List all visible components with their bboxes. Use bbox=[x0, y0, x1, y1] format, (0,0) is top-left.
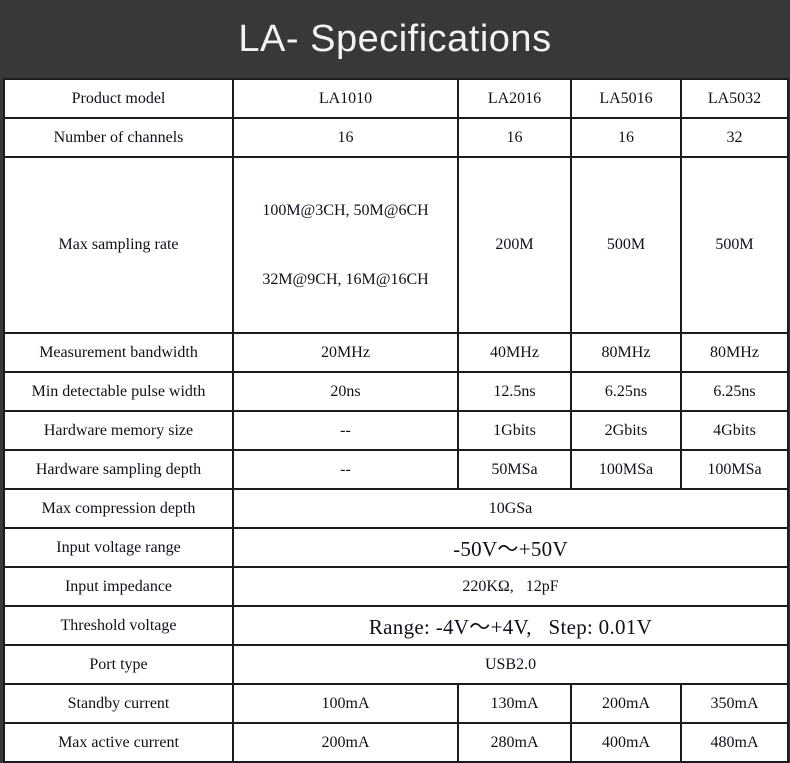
spec-table: Product model LA1010 LA2016 LA5016 LA503… bbox=[3, 78, 789, 763]
spec-value: 1Gbits bbox=[457, 410, 572, 451]
page-title: LA- Specifications bbox=[238, 17, 552, 60]
spec-value: 100MSa bbox=[680, 449, 789, 490]
spec-value: -- bbox=[232, 449, 459, 490]
table-row-product-model: Product model LA1010 LA2016 LA5016 LA503… bbox=[3, 78, 789, 119]
spec-value: 80MHz bbox=[680, 332, 789, 373]
spec-label: Measurement bandwidth bbox=[3, 332, 234, 373]
spec-value: 500M bbox=[680, 156, 789, 334]
spec-value: 16 bbox=[457, 117, 572, 158]
spec-value: 4Gbits bbox=[680, 410, 789, 451]
spec-value: 200mA bbox=[570, 683, 682, 724]
spec-value: 280mA bbox=[457, 722, 572, 763]
spec-value: 20MHz bbox=[232, 332, 459, 373]
spec-label: Product model bbox=[3, 78, 234, 119]
table-row-impedance: Input impedance 220KΩ, 12pF bbox=[3, 566, 789, 607]
spec-value: 50MSa bbox=[457, 449, 572, 490]
spec-value: 100MSa bbox=[570, 449, 682, 490]
spec-label: Threshold voltage bbox=[3, 605, 234, 646]
spec-label: Min detectable pulse width bbox=[3, 371, 234, 412]
spec-value: 16 bbox=[570, 117, 682, 158]
spec-value: LA1010 bbox=[232, 78, 459, 119]
table-row-sampling-depth: Hardware sampling depth -- 50MSa 100MSa … bbox=[3, 449, 789, 490]
spec-value: 200M bbox=[457, 156, 572, 334]
spec-label: Max compression depth bbox=[3, 488, 234, 529]
spec-value: 100M@3CH, 50M@6CH 32M@9CH, 16M@16CH bbox=[232, 156, 459, 334]
table-row-standby-current: Standby current 100mA 130mA 200mA 350mA bbox=[3, 683, 789, 724]
spec-value: 6.25ns bbox=[570, 371, 682, 412]
table-row-memory-size: Hardware memory size -- 1Gbits 2Gbits 4G… bbox=[3, 410, 789, 451]
table-row-threshold-voltage: Threshold voltage Range: -4V～+4V, Step: … bbox=[3, 605, 789, 646]
spec-label: Hardware memory size bbox=[3, 410, 234, 451]
spec-value-span: USB2.0 bbox=[232, 644, 789, 685]
spec-value: 32 bbox=[680, 117, 789, 158]
spec-value: 100mA bbox=[232, 683, 459, 724]
spec-value: 130mA bbox=[457, 683, 572, 724]
spec-value-span: 10GSa bbox=[232, 488, 789, 529]
table-row-pulse-width: Min detectable pulse width 20ns 12.5ns 6… bbox=[3, 371, 789, 412]
spec-value: 40MHz bbox=[457, 332, 572, 373]
spec-value: 400mA bbox=[570, 722, 682, 763]
spec-label: Input impedance bbox=[3, 566, 234, 607]
sampling-rate-line-2: 32M@9CH, 16M@16CH bbox=[262, 271, 429, 288]
spec-value: LA2016 bbox=[457, 78, 572, 119]
spec-value-span: Range: -4V～+4V, Step: 0.01V bbox=[232, 605, 789, 646]
spec-value: 20ns bbox=[232, 371, 459, 412]
spec-value: 12.5ns bbox=[457, 371, 572, 412]
spec-value: 2Gbits bbox=[570, 410, 682, 451]
sampling-rate-line-1: 100M@3CH, 50M@6CH bbox=[262, 202, 429, 219]
spec-label: Input voltage range bbox=[3, 527, 234, 568]
table-row-active-current: Max active current 200mA 280mA 400mA 480… bbox=[3, 722, 789, 763]
spec-label: Number of channels bbox=[3, 117, 234, 158]
spec-value-span: -50V～+50V bbox=[232, 527, 789, 568]
spec-value: 6.25ns bbox=[680, 371, 789, 412]
spec-value: -- bbox=[232, 410, 459, 451]
table-row-voltage-range: Input voltage range -50V～+50V bbox=[3, 527, 789, 568]
spec-value: 16 bbox=[232, 117, 459, 158]
spec-label: Hardware sampling depth bbox=[3, 449, 234, 490]
table-row-compression-depth: Max compression depth 10GSa bbox=[3, 488, 789, 529]
spec-label: Standby current bbox=[3, 683, 234, 724]
spec-value: 500M bbox=[570, 156, 682, 334]
spec-label: Max active current bbox=[3, 722, 234, 763]
table-row-channels: Number of channels 16 16 16 32 bbox=[3, 117, 789, 158]
title-band: LA- Specifications bbox=[0, 0, 790, 78]
spec-value: 350mA bbox=[680, 683, 789, 724]
spec-label: Max sampling rate bbox=[3, 156, 234, 334]
table-row-port-type: Port type USB2.0 bbox=[3, 644, 789, 685]
spec-value: 80MHz bbox=[570, 332, 682, 373]
spec-value: 480mA bbox=[680, 722, 789, 763]
spec-label: Port type bbox=[3, 644, 234, 685]
table-row-bandwidth: Measurement bandwidth 20MHz 40MHz 80MHz … bbox=[3, 332, 789, 373]
spec-value-span: 220KΩ, 12pF bbox=[232, 566, 789, 607]
spec-value: 200mA bbox=[232, 722, 459, 763]
spec-value: LA5032 bbox=[680, 78, 789, 119]
spec-value: LA5016 bbox=[570, 78, 682, 119]
table-row-sampling-rate: Max sampling rate 100M@3CH, 50M@6CH 32M@… bbox=[3, 156, 789, 334]
